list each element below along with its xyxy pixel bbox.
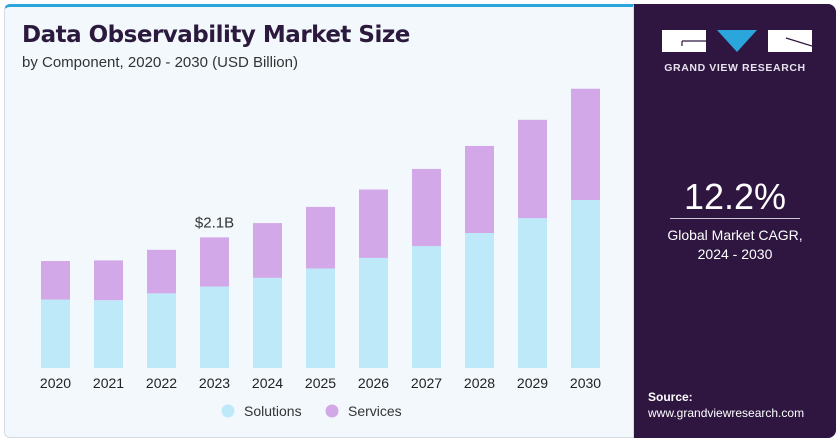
legend-label-services: Services [348,403,402,419]
x-tick-label: 2022 [146,375,177,391]
bar-solutions-2020 [41,299,70,368]
bar-services-2024 [253,223,282,278]
bar-chart: 2020 2021 2022 2023 $2.1B 2024 2025 2026 2027 202… [40,88,601,419]
x-tick-label: 2024 [252,375,283,391]
brand-name: GRAND VIEW RESEARCH [664,62,806,74]
x-tick-label: 2021 [93,375,124,391]
bar-services-2030 [571,88,600,201]
bar-services-2029 [518,119,547,219]
chart-subtitle: by Component, 2020 - 2030 (USD Billion) [22,54,298,71]
bar-solutions-2027 [412,246,441,368]
bar-services-2020 [41,261,70,300]
cagr-value: 12.2% [683,176,787,217]
bar-solutions-2026 [359,257,388,368]
x-tick-label: 2025 [305,375,336,391]
bar-services-2027 [412,168,441,247]
x-tick-label: 2026 [358,375,389,391]
info-panel: GRAND VIEW RESEARCH 12.2% Global Market … [634,4,836,438]
bar-solutions-2029 [518,218,547,368]
bar-solutions-2022 [147,293,176,368]
bar-services-2026 [359,189,388,258]
bar-services-2028 [465,145,494,234]
source-label: Source: [648,390,693,404]
x-tick-label: 2030 [570,375,601,391]
grand-view-research-logo [662,30,812,52]
bar-solutions-2021 [94,300,123,368]
bar-solutions-2023 [200,286,229,368]
source-link[interactable]: www.grandviewresearch.com [648,406,805,420]
bar-services-2023 [200,237,229,287]
x-tick-label: 2023 [199,375,230,391]
chart-title: Data Observability Market Size [22,22,410,48]
divider [670,218,800,219]
cagr-label-line2: 2024 - 2030 [697,246,773,262]
x-tick-label: 2027 [411,375,442,391]
cagr-label: Global Market CAGR, 2024 - 2030 [634,226,836,264]
data-label: $2.1B [195,214,234,231]
x-tick-label: 2020 [40,375,71,391]
bar-services-2021 [94,260,123,301]
x-tick-label: 2028 [464,375,495,391]
legend-label-solutions: Solutions [244,403,302,419]
bar-solutions-2028 [465,233,494,368]
bar-solutions-2024 [253,277,282,368]
x-tick-label: 2029 [517,375,548,391]
bar-services-2025 [306,206,335,269]
legend-marker-solutions [221,404,235,418]
bar-solutions-2030 [571,200,600,368]
cagr-label-line1: Global Market CAGR, [667,227,803,243]
bar-solutions-2025 [306,268,335,368]
bar-services-2022 [147,249,176,294]
legend-marker-services [325,404,339,418]
